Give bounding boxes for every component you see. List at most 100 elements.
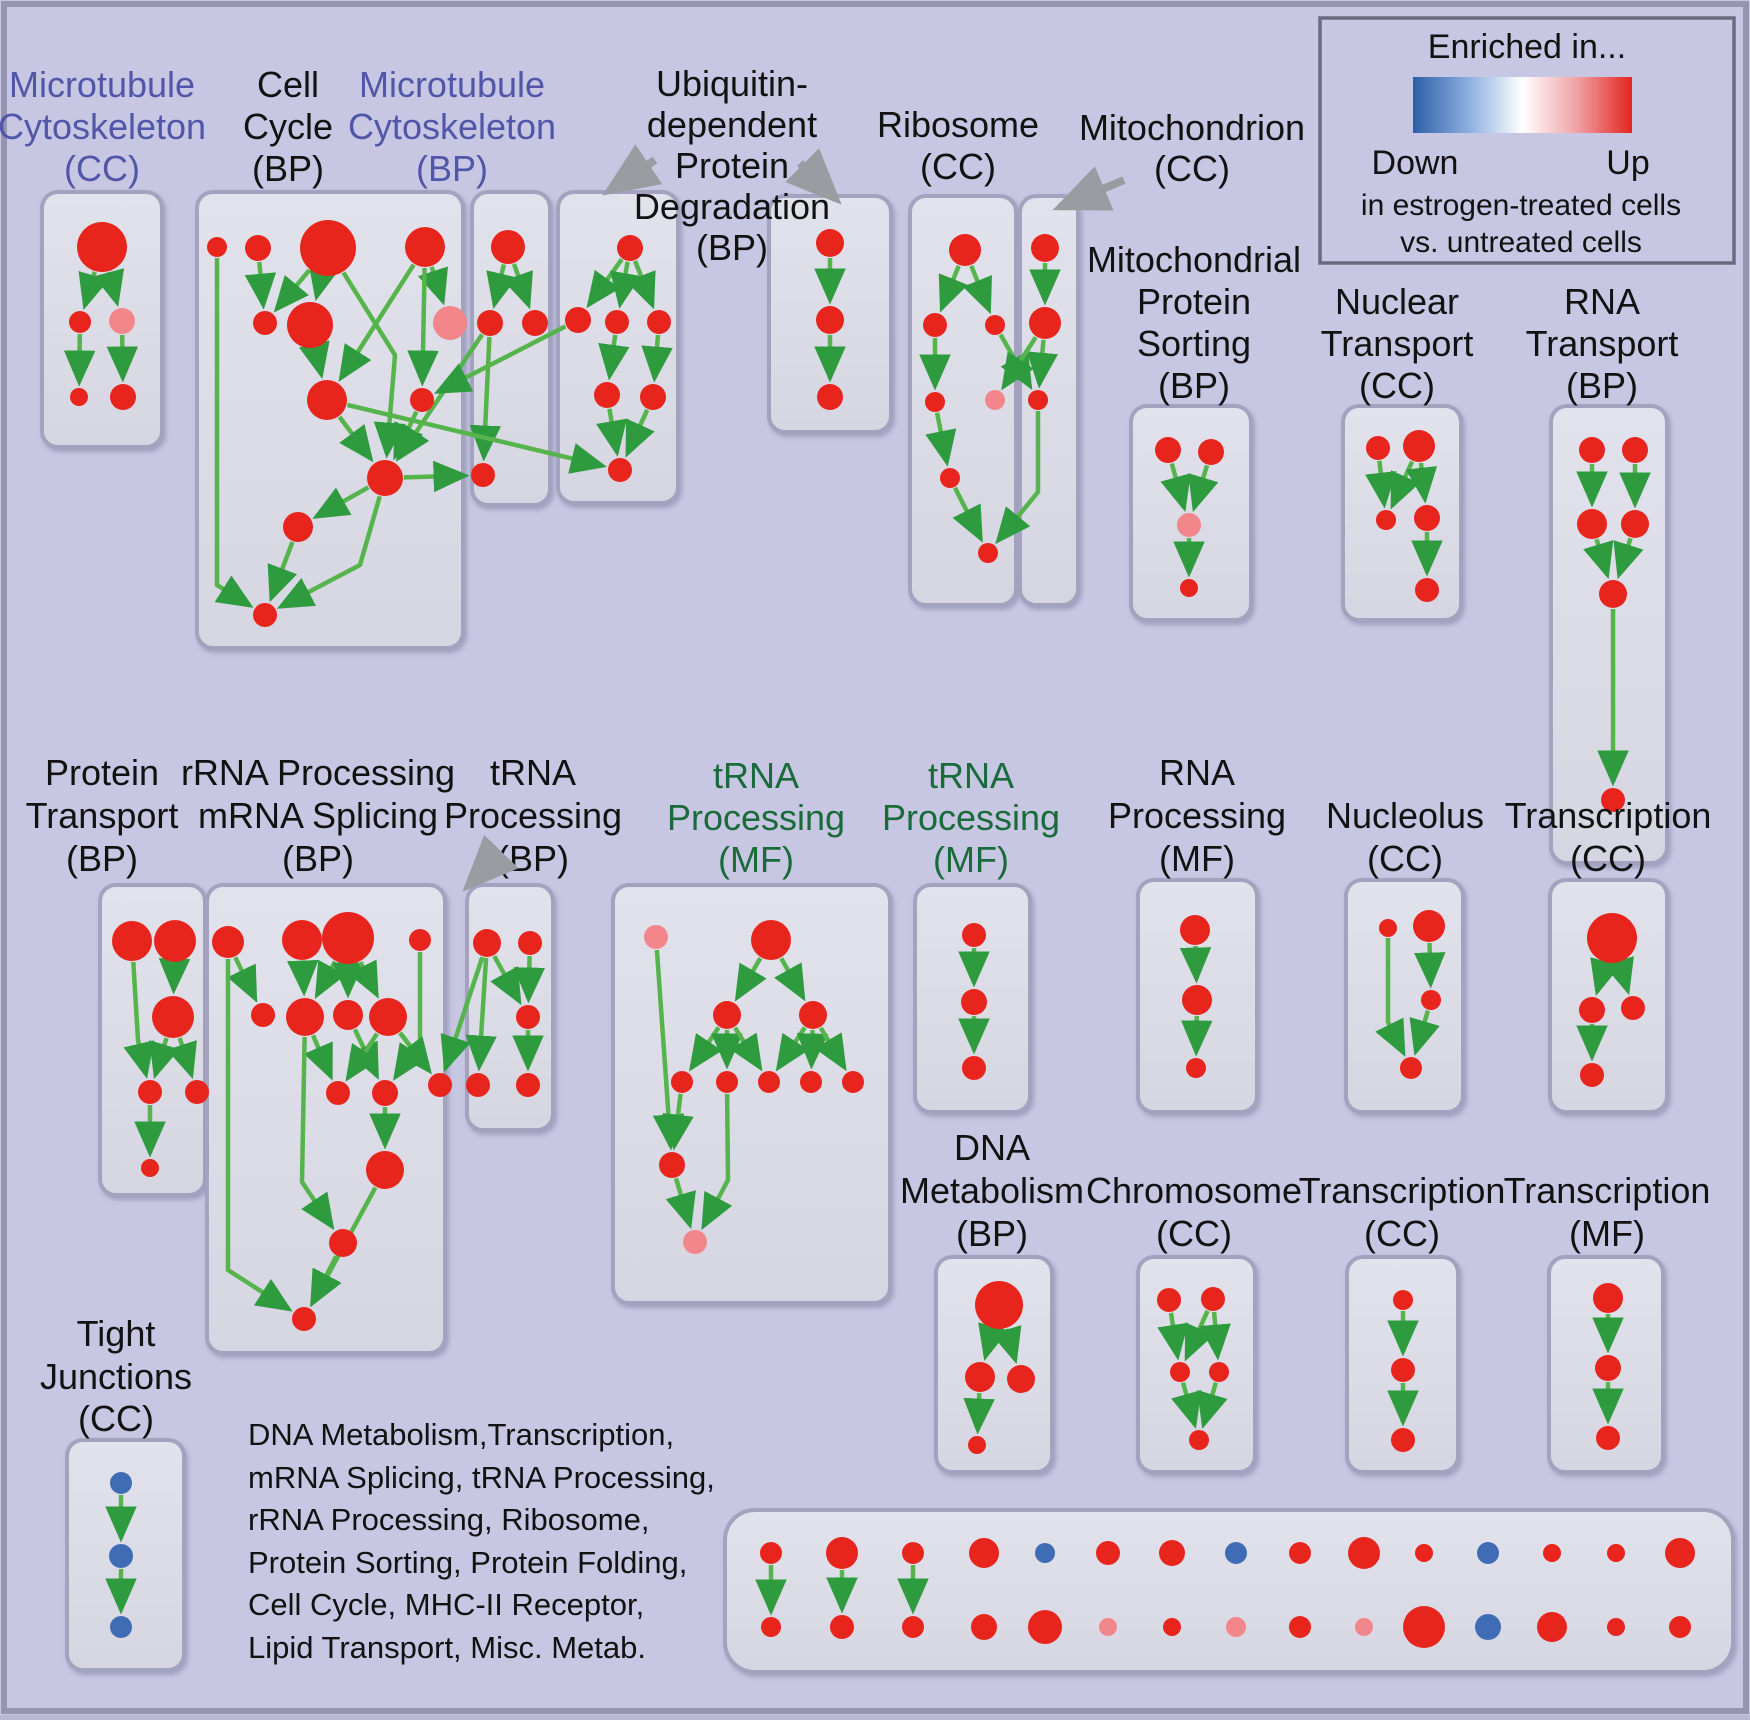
edge-cell-cycle-bp [298, 340, 330, 379]
node-mitochondrial-protein-sorting-bp-1 [1198, 439, 1224, 465]
node-ubiquitin-degradation-box-1-5 [640, 384, 666, 410]
label-rrna-processing-mrna-splicing-bp-line1: mRNA Splicing [198, 795, 438, 836]
node-microtubule-cytoskeleton-bp-3 [471, 463, 495, 487]
label-rna-processing-mf-line1: Processing [1108, 795, 1286, 836]
edge-trna-processing-mf-1 [665, 1177, 696, 1230]
edge-rrna-processing-mrna-splicing-bp [299, 1036, 335, 1231]
edge-rrna-processing-mrna-splicing-bp [348, 959, 379, 999]
node-mitochondrion-cc-2 [1028, 390, 1048, 410]
node-microtubule-cytoskeleton-cc-0 [77, 222, 127, 272]
label-ubiquitin-degradation-box-1-line1: dependent [647, 104, 817, 145]
label-transcription-cc-bottom-line1: (CC) [1364, 1213, 1440, 1254]
node-dna-metabolism-bp-3 [968, 1436, 986, 1454]
node-ribosome-cc-2 [985, 315, 1005, 335]
misc-text-line-1: mRNA Splicing, tRNA Processing, [248, 1460, 715, 1495]
node-ubiquitin-degradation-box-2-2 [817, 384, 843, 410]
label-nuclear-transport-cc-line1: Transport [1321, 323, 1474, 364]
edge-microtubule-cytoskeleton-cc [78, 271, 109, 311]
strip-node-bottom-11 [1475, 1614, 1501, 1640]
node-nucleolus-cc-2 [1421, 990, 1441, 1010]
labels: MicrotubuleCytoskeleton(CC)CellCycle(BP)… [0, 63, 1711, 1439]
node-rrna-processing-mrna-splicing-bp-12 [292, 1307, 316, 1331]
node-nuclear-transport-cc-0 [1366, 436, 1390, 460]
node-mitochondrial-protein-sorting-bp-2 [1177, 513, 1201, 537]
node-trna-processing-bp-4 [516, 1073, 540, 1097]
node-dna-metabolism-bp-0 [975, 1281, 1023, 1329]
edge-protein-transport-bp [166, 1037, 197, 1080]
label-trna-processing-mf-2-line0: tRNA [928, 755, 1014, 796]
edge-protein-transport-bp [123, 961, 155, 1079]
cross-edge-8 [397, 1031, 432, 1075]
node-trna-processing-mf-1-5 [716, 1071, 738, 1093]
node-ubiquitin-degradation-box-1-1 [565, 307, 591, 333]
edge-cell-cycle-bp [418, 266, 448, 306]
node-rrna-processing-mrna-splicing-bp-13 [428, 1073, 452, 1097]
node-cell-cycle-bp-10 [283, 512, 313, 542]
node-chromosome-cc-4 [1189, 1430, 1209, 1450]
node-ribosome-cc-6 [978, 543, 998, 563]
label-trna-processing-mf-1-line1: Processing [667, 797, 845, 838]
node-cell-cycle-bp-4 [253, 311, 277, 335]
node-microtubule-cytoskeleton-bp-0 [491, 230, 525, 264]
node-rrna-processing-mrna-splicing-bp-6 [333, 1000, 363, 1030]
node-chromosome-cc-0 [1157, 1288, 1181, 1312]
strip-node-top-4 [1035, 1543, 1055, 1563]
strip-node-top-12 [1543, 1544, 1561, 1562]
edge-trna-processing-bp [465, 957, 497, 1072]
label-ribosome-cc-line1: (CC) [920, 146, 996, 187]
node-transcription-cc-mid-2 [1621, 996, 1645, 1020]
strip-node-bottom-1 [830, 1615, 854, 1639]
edge-ubiquitin-degradation-box-1 [641, 334, 673, 383]
edge-protein-transport-bp [149, 1037, 180, 1080]
strip-node-bottom-9 [1355, 1618, 1373, 1636]
node-transcription-mf-1 [1595, 1355, 1621, 1381]
strip-node-top-8 [1289, 1542, 1311, 1564]
strip-node-top-3 [969, 1538, 999, 1568]
edge-cell-cycle-bp [341, 271, 406, 459]
label-mitochondrion-cc-line0: Mitochondrion [1079, 107, 1305, 148]
label-mitochondrial-protein-sorting-bp-line3: (BP) [1158, 365, 1230, 406]
legend: Enriched in... Down Up in estrogen-treated … [1318, 16, 1736, 265]
node-rrna-processing-mrna-splicing-bp-5 [286, 998, 324, 1036]
edge-cell-cycle-bp [312, 485, 370, 519]
edge-nuclear-transport-cc [1365, 460, 1397, 509]
node-trna-processing-mf-1-10 [683, 1230, 707, 1254]
node-cell-cycle-bp-3 [405, 227, 445, 267]
edge-ribosome-cc [962, 264, 992, 315]
node-microtubule-cytoskeleton-cc-4 [110, 384, 136, 410]
node-trna-processing-mf-2-0 [962, 923, 986, 947]
node-dna-metabolism-bp-2 [1007, 1365, 1035, 1393]
edge-trna-processing-mf-1 [701, 1093, 733, 1231]
label-dna-metabolism-bp-line0: DNA [954, 1127, 1030, 1168]
cross-edge-7 [440, 956, 485, 1073]
node-rrna-processing-mrna-splicing-bp-1 [282, 920, 322, 960]
node-rrna-processing-mrna-splicing-bp-2 [322, 912, 374, 964]
cross-edge-6 [995, 411, 1041, 545]
node-mitochondrial-protein-sorting-bp-3 [1180, 579, 1198, 597]
edge-cell-cycle-bp [407, 267, 439, 387]
edge-transcription-cc-mid [1590, 957, 1621, 997]
legend-title: Enriched in... [1428, 28, 1626, 66]
label-ribosome-cc-line0: Ribosome [877, 104, 1039, 145]
node-protein-transport-bp-2 [152, 996, 194, 1038]
label-mitochondrial-protein-sorting-bp-line2: Sorting [1137, 323, 1251, 364]
node-protein-transport-bp-0 [112, 921, 152, 961]
node-chromosome-cc-1 [1201, 1287, 1225, 1311]
edge-trna-processing-mf-1 [729, 1026, 763, 1072]
node-microtubule-cytoskeleton-cc-2 [109, 308, 135, 334]
node-ubiquitin-degradation-box-1-0 [617, 235, 643, 261]
strip-node-bottom-4 [1028, 1610, 1062, 1644]
edge-nuclear-transport-cc [1405, 462, 1438, 504]
label-nuclear-transport-cc-line2: (CC) [1359, 365, 1435, 406]
node-protein-transport-bp-5 [141, 1159, 159, 1177]
label-rrna-processing-mrna-splicing-bp-line0: rRNA Processing [181, 752, 455, 793]
node-rna-transport-bp-3 [1621, 510, 1649, 538]
label-rna-transport-bp-line1: Transport [1526, 323, 1679, 364]
edge-ubiquitin-degradation-box-1 [586, 257, 624, 309]
box-nuclear-transport-cc [1341, 404, 1463, 622]
misc-strip [723, 1508, 1735, 1674]
misc-text-line-4: Cell Cycle, MHC-II Receptor, [248, 1587, 644, 1622]
node-nucleolus-cc-3 [1400, 1057, 1422, 1079]
node-transcription-mf-0 [1593, 1283, 1623, 1313]
label-transcription-cc-mid-line1: (CC) [1570, 838, 1646, 879]
